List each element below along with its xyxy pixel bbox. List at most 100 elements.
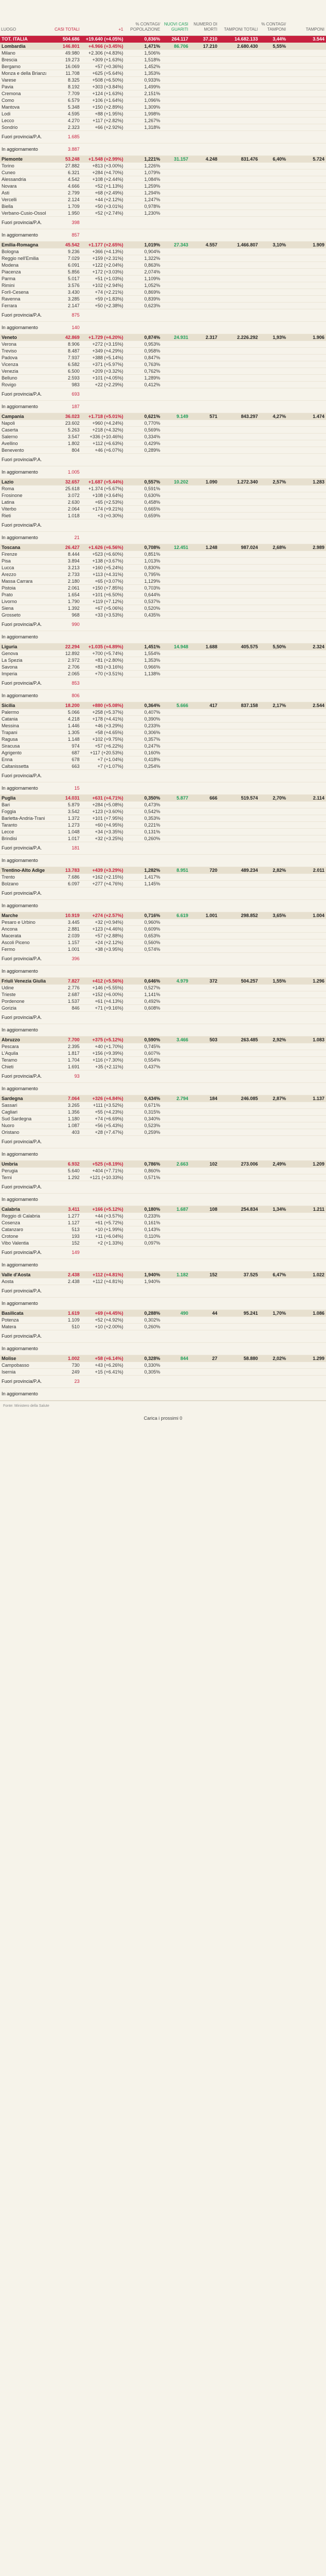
- cell-cases: 53.248: [46, 155, 81, 163]
- cell-tests-extra: [288, 657, 326, 664]
- province-row: Isernia 249 +15 (+6.41%) 0,305%: [0, 1368, 326, 1376]
- cell-tests-extra: [288, 1004, 326, 1012]
- cell-cases: 403: [46, 1129, 81, 1136]
- cell-tests: [219, 420, 259, 427]
- cell-tests: [219, 808, 259, 815]
- header-total-cases[interactable]: CASI TOTALI: [46, 0, 81, 36]
- cell-pct-population: [125, 453, 162, 466]
- cell-healed: [162, 650, 190, 657]
- header-tests[interactable]: TAMPONI TOTALI: [219, 0, 259, 36]
- cell-increment: +83 (+3.16%): [81, 663, 125, 671]
- cell-tests: [219, 557, 259, 565]
- cell-tests-extra: [288, 341, 326, 348]
- cell-tests-extra: [288, 1108, 326, 1116]
- cell-tests-extra: 1.283: [288, 478, 326, 486]
- cell-healed: [162, 255, 190, 262]
- cell-pct-tests: [259, 925, 288, 933]
- cell-healed: [162, 341, 190, 348]
- cell-healed: [162, 578, 190, 585]
- cell-place: Gorizia: [0, 1004, 46, 1012]
- cell-tests: [219, 388, 259, 401]
- province-row: Palermo 5.066 +258 (+5.37%) 0,407%: [0, 709, 326, 716]
- header-healed[interactable]: NUOVI CASI GUARITI: [162, 0, 190, 36]
- cell-place: Reggio nell'Emilia: [0, 255, 46, 262]
- cell-deaths: [190, 1043, 219, 1050]
- cell-healed: [162, 447, 190, 454]
- cell-place: Aosta: [0, 1278, 46, 1285]
- cell-pct-population: 0,958%: [125, 347, 162, 355]
- cell-pct-tests: [259, 657, 288, 664]
- cell-tests-extra: [288, 946, 326, 953]
- header-pct-tests[interactable]: % CONTAGI/ TAMPONI: [259, 0, 288, 36]
- cell-deaths: [190, 354, 219, 361]
- cell-tests: [219, 381, 259, 388]
- cell-healed: [162, 97, 190, 104]
- cell-healed: [162, 557, 190, 565]
- cell-tests: [219, 1129, 259, 1136]
- cell-deaths: [190, 1285, 219, 1298]
- cell-tests: [219, 657, 259, 664]
- cell-tests-extra: [288, 618, 326, 631]
- pending-row: In aggiornamento: [0, 1297, 326, 1310]
- cell-pct-tests: [259, 97, 288, 104]
- cell-tests: [219, 97, 259, 104]
- header-tests-extra[interactable]: TAMPONI: [288, 0, 326, 36]
- cell-pct-population: 1,013%: [125, 557, 162, 565]
- cell-cases: 3.445: [46, 919, 81, 926]
- cell-place: Calabria: [0, 1206, 46, 1213]
- cell-pct-population: [125, 1011, 162, 1024]
- cell-deaths: 17.210: [190, 43, 219, 50]
- cell-pct-population: 1,940%: [125, 1278, 162, 1285]
- cell-place: Perugia: [0, 1167, 46, 1174]
- cell-increment: [81, 1011, 125, 1024]
- load-more-button[interactable]: Carica i prossimi 0: [144, 1415, 182, 1421]
- cell-tests: [219, 531, 259, 544]
- cell-pct-tests: [259, 801, 288, 808]
- header-pct-population[interactable]: % CONTAGI/ POPOLAZIONE: [125, 0, 162, 36]
- cell-pct-tests: [259, 689, 288, 702]
- cell-pct-population: 0,340%: [125, 1115, 162, 1122]
- header-increment[interactable]: +1: [81, 0, 125, 36]
- header-place[interactable]: LUOGO: [0, 0, 46, 36]
- cell-tests: 1.272.340: [219, 478, 259, 486]
- cell-healed: [162, 289, 190, 296]
- cell-healed: [162, 1285, 190, 1298]
- cell-cases: 875: [46, 309, 81, 322]
- cell-place: In aggiornamento: [0, 1259, 46, 1272]
- cell-healed: [162, 925, 190, 933]
- cell-increment: [81, 400, 125, 413]
- cell-increment: +50 (+3.01%): [81, 203, 125, 210]
- cell-deaths: [190, 946, 219, 953]
- cell-tests-extra: [288, 842, 326, 855]
- cell-pct-population: 1,226%: [125, 162, 162, 169]
- region-row: Friuli Venezia Giulia 7.827 +412 (+5.56%) 0…: [0, 977, 326, 985]
- header-deaths[interactable]: NUMERO DI MORTI: [190, 0, 219, 36]
- cell-healed: 2.663: [162, 1160, 190, 1168]
- cell-healed: [162, 1070, 190, 1083]
- cell-tests: [219, 182, 259, 190]
- cell-increment: +349 (+4.29%): [81, 347, 125, 355]
- cell-tests-extra: [288, 169, 326, 176]
- cell-increment: +57 (+6.22%): [81, 742, 125, 750]
- cell-deaths: 152: [190, 1271, 219, 1278]
- cell-pct-tests: [259, 1323, 288, 1330]
- province-row: Perugia 5.640 +404 (+7.71%) 0,860%: [0, 1167, 326, 1174]
- province-row: Catania 4.218 +178 (+4.41%) 0,390%: [0, 715, 326, 723]
- cell-healed: [162, 605, 190, 612]
- cell-healed: [162, 70, 190, 77]
- cell-increment: +150 (+7.85%): [81, 584, 125, 592]
- cell-place: Fuori provincia/P.A.: [0, 677, 46, 690]
- cell-healed: [162, 49, 190, 57]
- cell-tests: [219, 815, 259, 822]
- province-row: Trieste 2.687 +152 (+6.00%) 1,141%: [0, 991, 326, 998]
- cell-tests: [219, 670, 259, 677]
- cell-place: Enna: [0, 756, 46, 763]
- cell-tests-extra: [288, 591, 326, 598]
- cell-deaths: [190, 63, 219, 70]
- cell-healed: [162, 505, 190, 513]
- cell-tests-extra: [288, 1043, 326, 1050]
- cell-healed: [162, 756, 190, 763]
- cell-pct-tests: [259, 512, 288, 519]
- cell-increment: +1.626 (+6.56%): [81, 544, 125, 551]
- cell-increment: +50 (+2.38%): [81, 302, 125, 309]
